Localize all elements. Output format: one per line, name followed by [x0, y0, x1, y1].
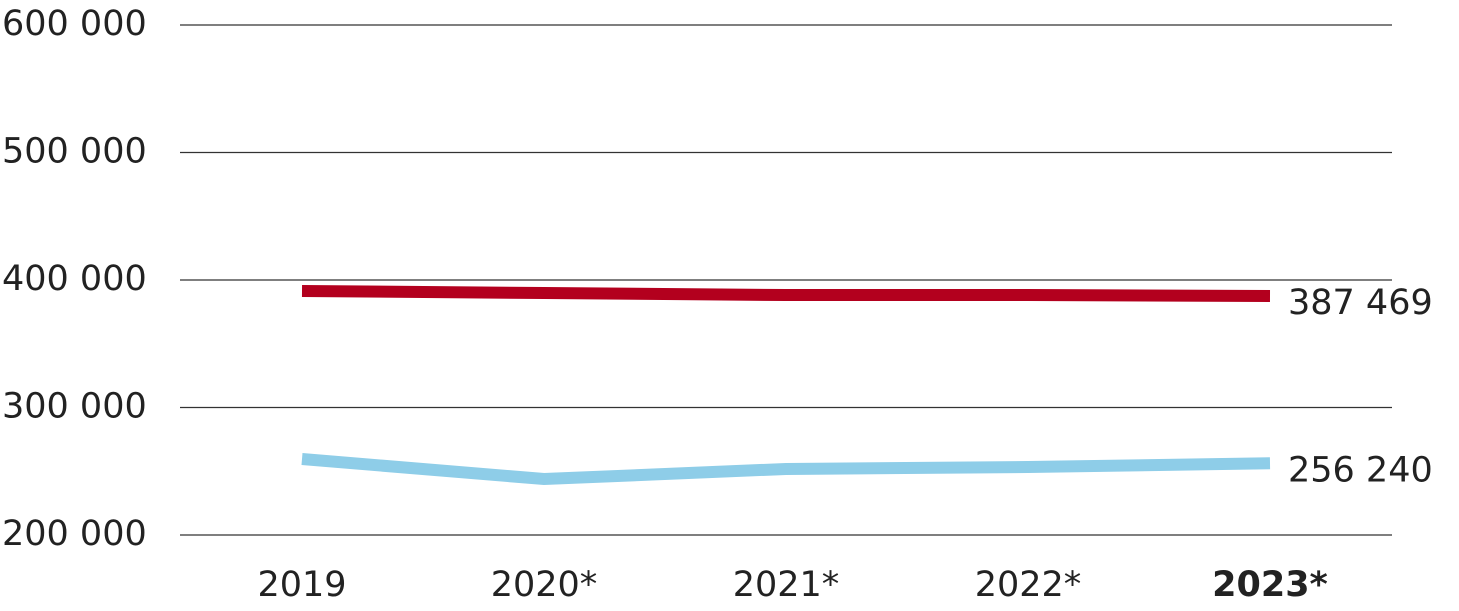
x-tick-label: 2022* — [975, 565, 1082, 605]
x-tick-label: 2023* — [1212, 565, 1328, 605]
line-series — [301, 453, 1271, 486]
x-tick-label: 2021* — [733, 565, 840, 605]
y-tick-label: 200 000 — [2, 514, 147, 554]
x-tick-label: 2020* — [491, 565, 598, 605]
value-label: 256 240 — [1288, 450, 1433, 490]
x-tick-label: 2019 — [257, 565, 346, 605]
line-series — [301, 284, 1271, 302]
y-tick-label: 500 000 — [2, 132, 147, 172]
y-tick-label: 300 000 — [2, 387, 147, 427]
value-label: 387 469 — [1288, 283, 1433, 323]
y-tick-label: 600 000 — [2, 4, 147, 44]
y-tick-label: 400 000 — [2, 259, 147, 299]
